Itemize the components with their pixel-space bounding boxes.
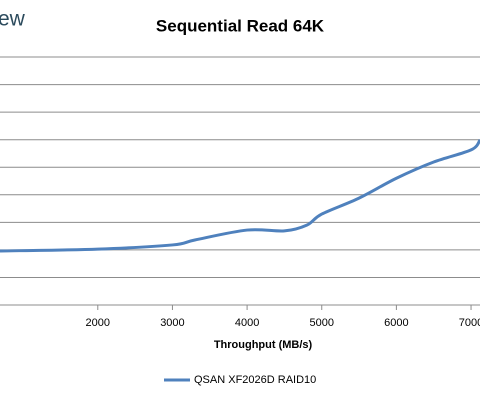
x-tick-label: 5000 bbox=[309, 317, 333, 329]
data-line bbox=[0, 138, 480, 253]
x-tick-label: 4000 bbox=[235, 317, 259, 329]
x-axis-label: Throughput (MB/s) bbox=[214, 339, 313, 351]
x-tick-label: 7000 bbox=[459, 317, 480, 329]
chart-title: Sequential Read 64K bbox=[156, 16, 325, 35]
x-tick-label: 2000 bbox=[86, 317, 110, 329]
logo-text: ew bbox=[0, 8, 26, 31]
x-tick-label: 3000 bbox=[160, 317, 184, 329]
x-tick-label: 6000 bbox=[384, 317, 408, 329]
legend-label: QSAN XF2026D RAID10 bbox=[194, 374, 316, 386]
